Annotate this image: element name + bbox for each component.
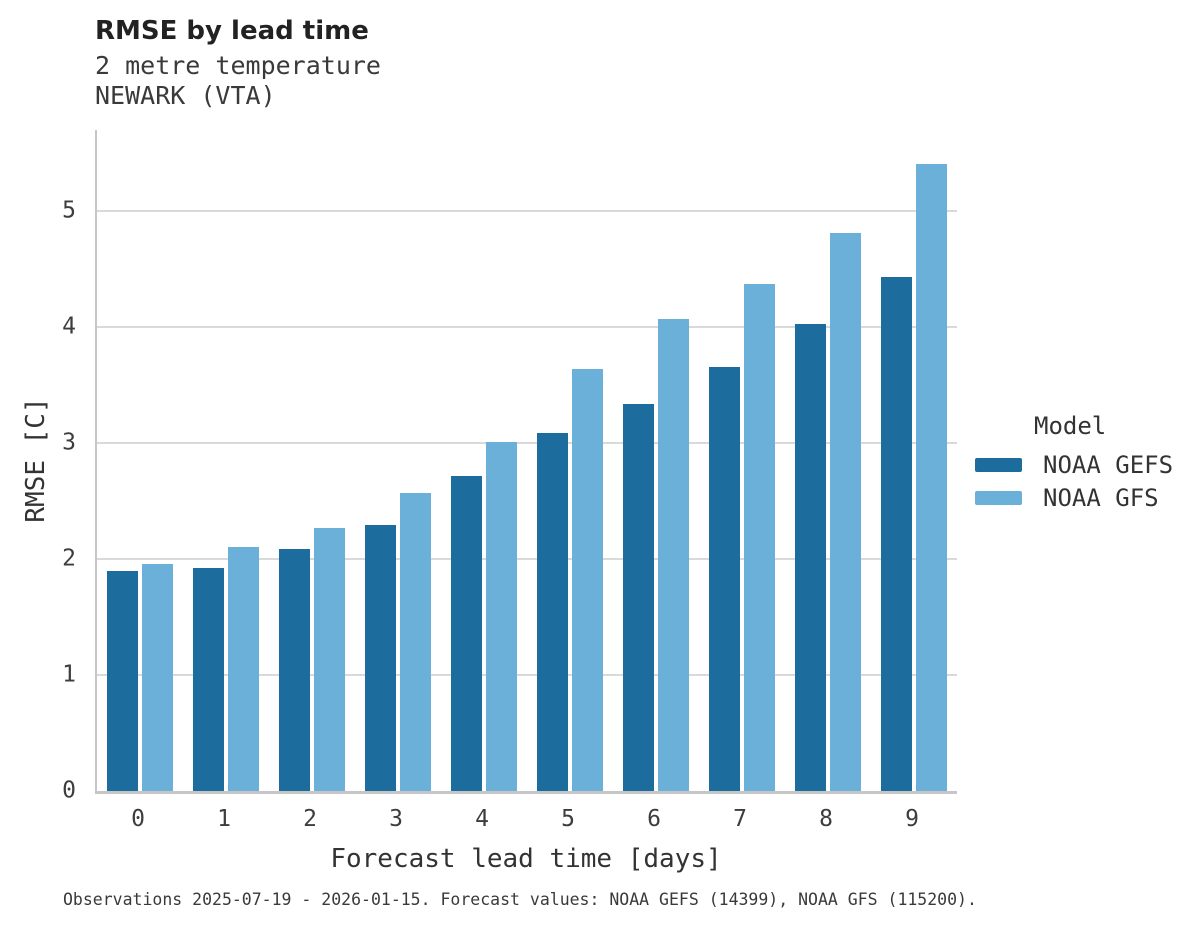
gridline: [97, 558, 957, 561]
x-tick-label: 8: [819, 806, 833, 832]
bar-noaa-gefs-6[interactable]: [623, 403, 654, 791]
bar-noaa-gefs-4[interactable]: [451, 475, 482, 791]
bar-noaa-gfs-2[interactable]: [314, 527, 345, 791]
legend-swatch-noaa-gefs: [975, 457, 1022, 472]
y-tick-label: 2: [62, 545, 76, 572]
legend-item-noaa-gfs[interactable]: NOAA GFS: [975, 481, 1173, 514]
bar-noaa-gfs-4[interactable]: [486, 441, 517, 791]
gridline: [97, 674, 957, 677]
bar-noaa-gfs-8[interactable]: [830, 233, 861, 791]
bar-noaa-gefs-9[interactable]: [881, 277, 912, 791]
x-tick-label: 1: [217, 806, 231, 832]
bar-noaa-gefs-8[interactable]: [795, 323, 826, 791]
bar-noaa-gefs-2[interactable]: [279, 548, 310, 791]
legend-label: NOAA GFS: [1043, 483, 1159, 512]
bar-noaa-gefs-0[interactable]: [107, 570, 138, 791]
x-axis-ticks: 0 1 2 3 4 5 6 7 8 9: [95, 808, 957, 840]
y-tick-label: 3: [62, 429, 76, 456]
x-tick-label: 4: [475, 806, 489, 832]
chart-subtitle-variable: 2 metre temperature: [95, 51, 381, 80]
legend-item-noaa-gefs[interactable]: NOAA GEFS: [975, 448, 1173, 481]
x-tick-label: 9: [905, 806, 919, 832]
legend-items: NOAA GEFS NOAA GFS: [975, 448, 1173, 514]
bar-noaa-gefs-3[interactable]: [365, 525, 396, 791]
x-tick-label: 6: [647, 806, 661, 832]
bar-noaa-gfs-9[interactable]: [916, 163, 947, 791]
x-tick-label: 0: [131, 806, 145, 832]
footer-caption: Observations 2025-07-19 - 2026-01-15. Fo…: [63, 890, 977, 909]
y-tick-label: 1: [62, 661, 76, 688]
y-axis-ticks: 0 1 2 3 4 5: [0, 130, 76, 802]
chart-subtitle-station: NEWARK (VTA): [95, 81, 276, 110]
bar-noaa-gfs-0[interactable]: [142, 563, 173, 791]
x-tick-label: 5: [561, 806, 575, 832]
legend: Model NOAA GEFS NOAA GFS: [975, 412, 1173, 514]
y-tick-label: 4: [62, 313, 76, 340]
gridline: [97, 210, 957, 213]
legend-title: Model: [1034, 412, 1107, 440]
bar-noaa-gfs-3[interactable]: [400, 492, 431, 791]
bar-noaa-gfs-1[interactable]: [228, 547, 259, 791]
bar-noaa-gefs-5[interactable]: [537, 432, 568, 791]
bar-noaa-gfs-5[interactable]: [572, 368, 603, 791]
x-axis-title: Forecast lead time [days]: [330, 844, 722, 874]
gridline: [97, 326, 957, 329]
plot-area: [95, 130, 957, 794]
legend-label: NOAA GEFS: [1043, 450, 1174, 479]
x-tick-label: 3: [389, 806, 403, 832]
x-tick-label: 7: [733, 806, 747, 832]
x-tick-label: 2: [303, 806, 317, 832]
bar-noaa-gefs-7[interactable]: [709, 366, 740, 791]
bar-noaa-gefs-1[interactable]: [193, 568, 224, 791]
legend-swatch-noaa-gfs: [975, 490, 1022, 505]
chart-title: RMSE by lead time: [95, 16, 369, 46]
bar-noaa-gfs-7[interactable]: [744, 284, 775, 791]
bar-noaa-gfs-6[interactable]: [658, 319, 689, 791]
y-tick-label: 5: [62, 197, 76, 224]
y-tick-label: 0: [62, 777, 76, 804]
gridline: [97, 442, 957, 445]
